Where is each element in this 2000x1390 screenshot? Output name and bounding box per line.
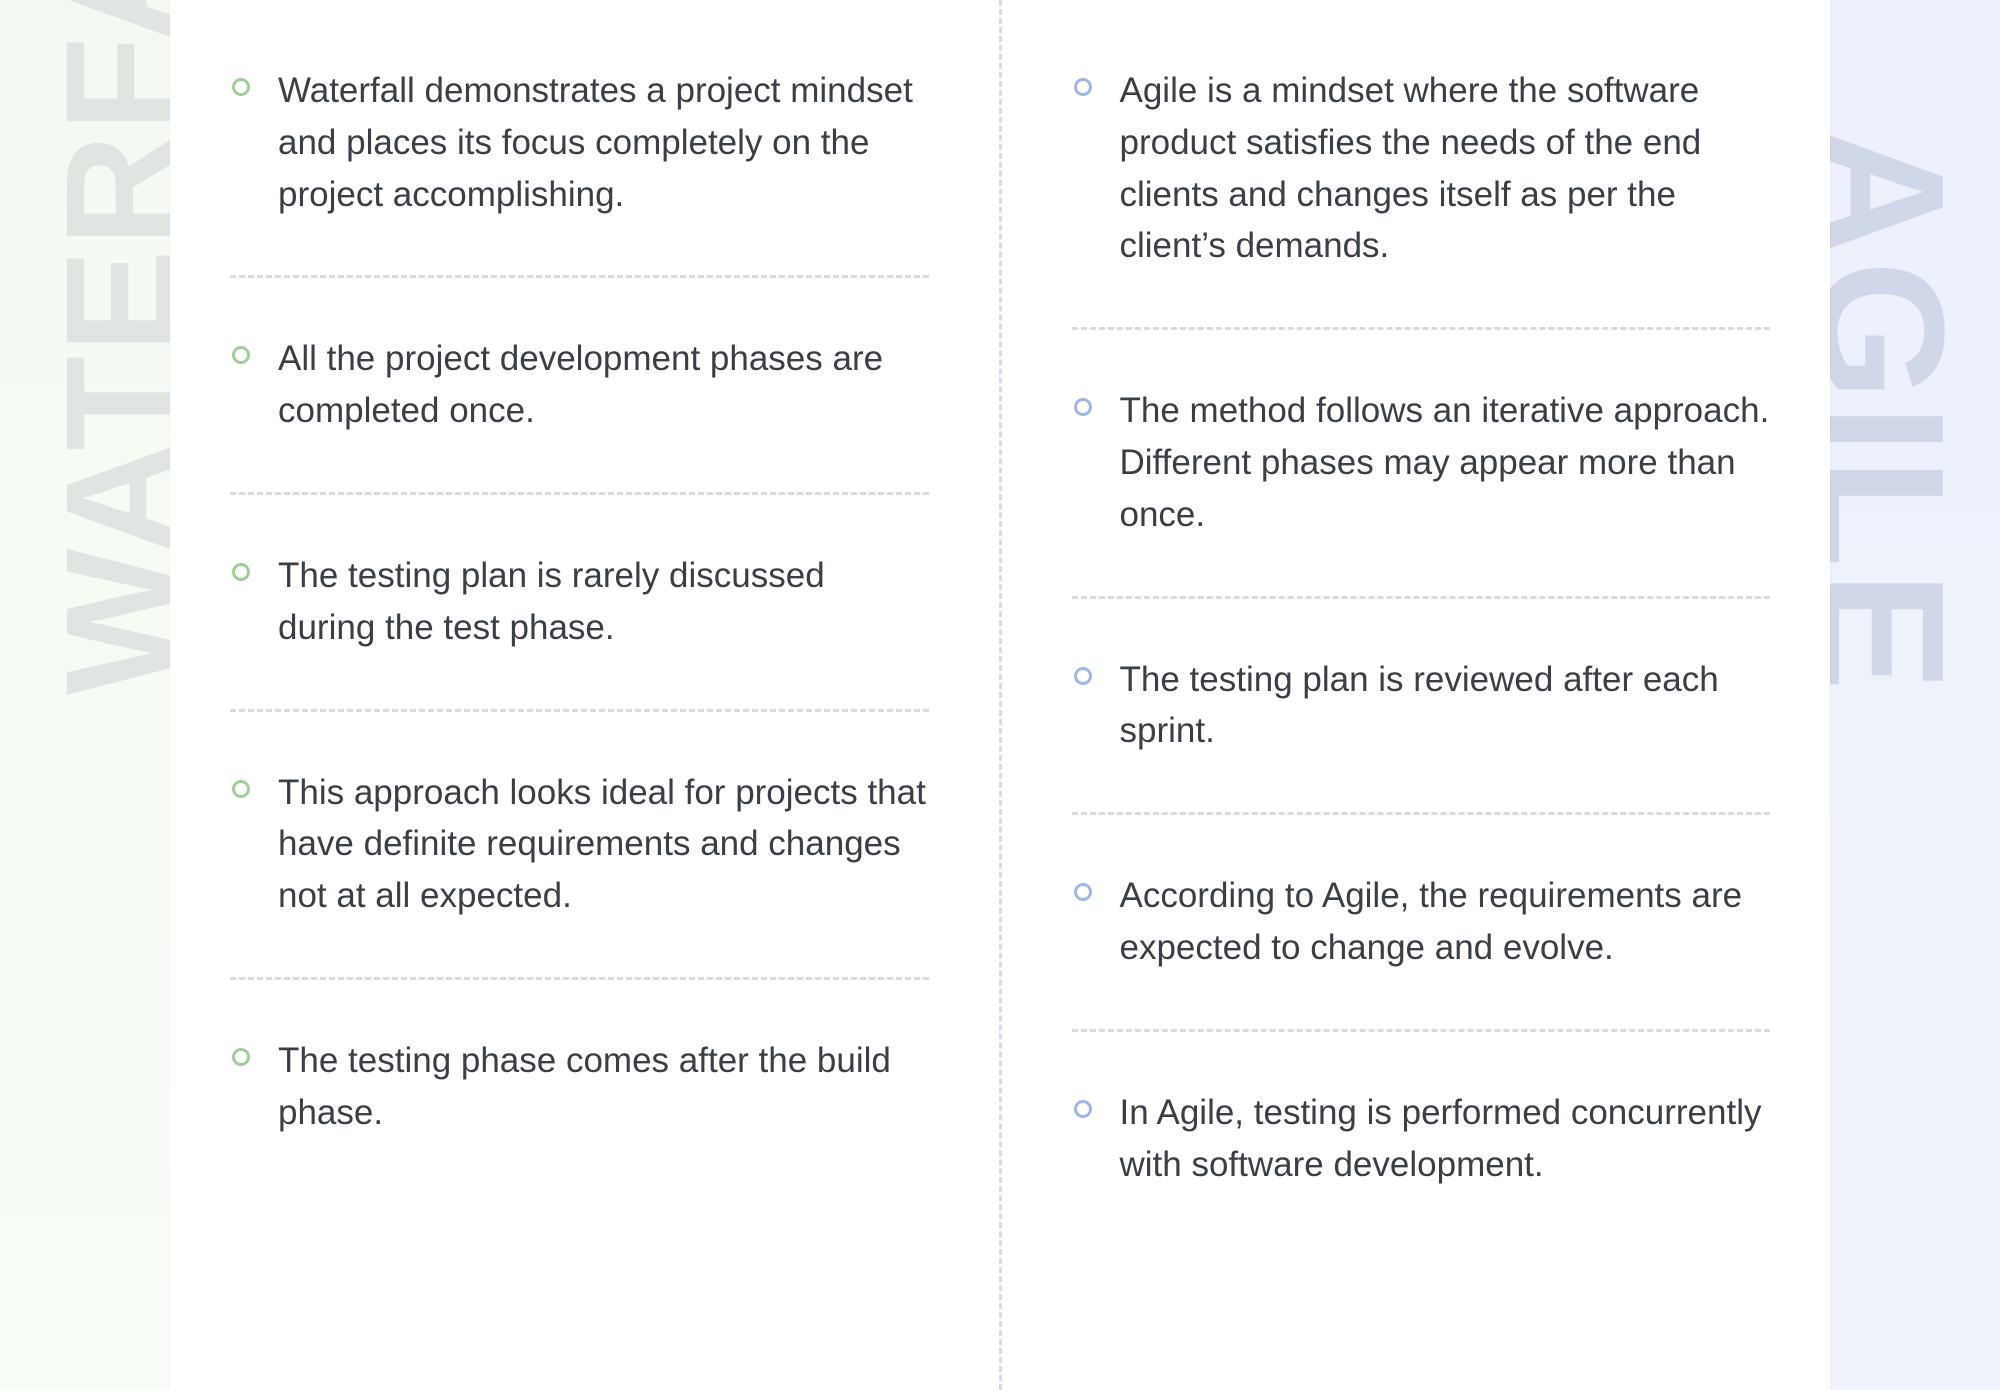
bullet-icon: [232, 346, 250, 364]
bullet-icon: [232, 780, 250, 798]
item-text: This approach looks ideal for projects t…: [278, 767, 929, 922]
item-text: The method follows an iterative approach…: [1120, 385, 1771, 540]
list-item: The testing phase comes after the build …: [230, 1035, 929, 1139]
item-text: The testing plan is rarely discussed dur…: [278, 550, 929, 654]
list-item: According to Agile, the requirements are…: [1072, 870, 1771, 1032]
bullet-icon: [1074, 78, 1092, 96]
agile-column: Agile is a mindset where the software pr…: [1002, 0, 1831, 1390]
item-text: Agile is a mindset where the software pr…: [1120, 65, 1771, 272]
bullet-icon: [232, 563, 250, 581]
bullet-icon: [1074, 398, 1092, 416]
list-item: The method follows an iterative approach…: [1072, 385, 1771, 598]
bullet-icon: [232, 1048, 250, 1066]
list-item: The testing plan is rarely discussed dur…: [230, 550, 929, 712]
item-text: All the project development phases are c…: [278, 333, 929, 437]
list-item: In Agile, testing is performed concurren…: [1072, 1087, 1771, 1191]
comparison-panel: Waterfall demonstrates a project mindset…: [170, 0, 1830, 1390]
bullet-icon: [1074, 667, 1092, 685]
item-text: The testing plan is reviewed after each …: [1120, 654, 1771, 758]
item-text: Waterfall demonstrates a project mindset…: [278, 65, 929, 220]
list-item: Agile is a mindset where the software pr…: [1072, 65, 1771, 330]
item-text: According to Agile, the requirements are…: [1120, 870, 1771, 974]
waterfall-column: Waterfall demonstrates a project mindset…: [170, 0, 999, 1390]
item-text: The testing phase comes after the build …: [278, 1035, 929, 1139]
bullet-icon: [1074, 883, 1092, 901]
list-item: The testing plan is reviewed after each …: [1072, 654, 1771, 816]
bullet-icon: [1074, 1100, 1092, 1118]
item-text: In Agile, testing is performed concurren…: [1120, 1087, 1771, 1191]
list-item: This approach looks ideal for projects t…: [230, 767, 929, 980]
bullet-icon: [232, 78, 250, 96]
comparison-infographic: WATERFALL AGILE Waterfall demonstrates a…: [0, 0, 2000, 1390]
list-item: Waterfall demonstrates a project mindset…: [230, 65, 929, 278]
list-item: All the project development phases are c…: [230, 333, 929, 495]
